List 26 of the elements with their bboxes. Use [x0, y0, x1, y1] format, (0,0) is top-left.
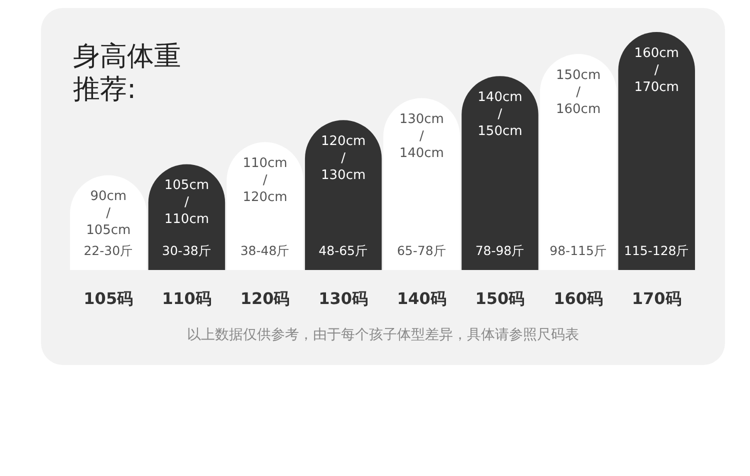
data-label: 130cm / 140cm: [399, 112, 444, 162]
x-tick-label: 160码: [554, 289, 604, 308]
x-tick-label: 140码: [396, 289, 446, 308]
data-label: 150cm / 160cm: [556, 68, 601, 118]
text: 身高体重推荐:: [73, 41, 181, 105]
annotation: 48-65斤: [318, 243, 368, 258]
annotation: 78-98斤: [475, 243, 525, 258]
data-label: 140cm / 150cm: [478, 90, 522, 140]
x-tick-label: 110码: [162, 289, 212, 308]
text: 以上数据仅供参考，由于每个孩子体型差异，具体请参照尺码表: [187, 327, 579, 343]
annotation: 65-78斤: [396, 243, 446, 258]
data-label: 90cm / 105cm: [86, 189, 131, 238]
annotation: 30-38斤: [162, 243, 212, 258]
x-tick-label: 105码: [84, 289, 134, 308]
annotation: 98-115斤: [550, 243, 607, 258]
annotation: 38-48斤: [240, 243, 290, 258]
data-label: 105cm / 110cm: [164, 178, 210, 228]
annotation: 22-30斤: [84, 243, 134, 258]
data-label: 160cm / 170cm: [634, 46, 679, 95]
x-tick-label: 120码: [240, 289, 290, 308]
annotation: 115-128斤: [624, 243, 690, 258]
x-tick-label: 170码: [632, 289, 682, 308]
x-tick-label: 130码: [318, 289, 368, 308]
data-label: 110cm / 120cm: [242, 156, 288, 206]
data-label: 120cm / 130cm: [321, 134, 366, 184]
x-tick-label: 150码: [475, 289, 525, 308]
